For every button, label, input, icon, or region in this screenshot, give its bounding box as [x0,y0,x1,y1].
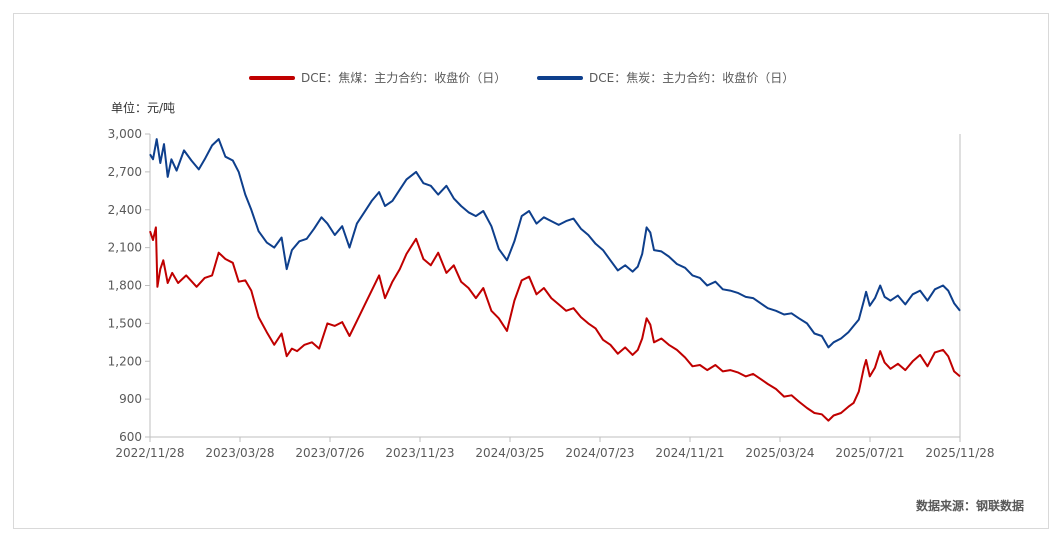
x-tick-label: 2024/11/21 [655,446,724,460]
y-tick-label: 1,800 [108,279,142,293]
x-tick-label: 2023/07/26 [295,446,364,460]
y-tick-label: 3,000 [108,127,142,141]
x-axis: 2022/11/28 2023/03/28 2023/07/26 2023/11/23… [115,134,995,460]
series-line-coking-coal [149,226,961,422]
x-tick-label: 2024/03/25 [475,446,544,460]
y-tick-label: 1,200 [108,354,142,368]
x-tick-label: 2023/11/23 [385,446,454,460]
legend-label: DCE：焦炭：主力合约：收盘价（日） [589,70,794,85]
source-note: 数据来源：钢联数据 [915,499,1024,513]
x-tick-label: 2023/03/28 [205,446,274,460]
x-tick-label: 2025/11/28 [925,446,994,460]
x-tick-label: 2025/03/24 [745,446,814,460]
y-tick-label: 2,100 [108,241,142,255]
y-tick-label: 1,500 [108,316,142,330]
chart-svg: DCE：焦煤：主力合约：收盘价（日） DCE：焦炭：主力合约：收盘价（日） 单位：… [108,70,995,460]
y-tick-label: 900 [119,392,142,406]
series-line-coke [149,138,961,349]
chart-frame: DCE：焦煤：主力合约：收盘价（日） DCE：焦炭：主力合约：收盘价（日） 单位：… [13,13,1049,529]
x-tick-label: 2024/07/23 [565,446,634,460]
x-tick-label: 2022/11/28 [115,446,184,460]
y-tick-label: 2,700 [108,165,142,179]
y-tick-label: 600 [119,430,142,444]
x-tick-label: 2025/07/21 [835,446,904,460]
legend: DCE：焦煤：主力合约：收盘价（日） DCE：焦炭：主力合约：收盘价（日） [249,70,794,85]
y-axis-unit-label: 单位：元/吨 [111,100,175,115]
y-axis: 600 900 1,200 1,500 1,800 2,100 2,400 2,700 3,00… [108,127,151,444]
y-tick-label: 2,400 [108,203,142,217]
legend-label: DCE：焦煤：主力合约：收盘价（日） [301,70,506,85]
series-lines [149,138,961,422]
